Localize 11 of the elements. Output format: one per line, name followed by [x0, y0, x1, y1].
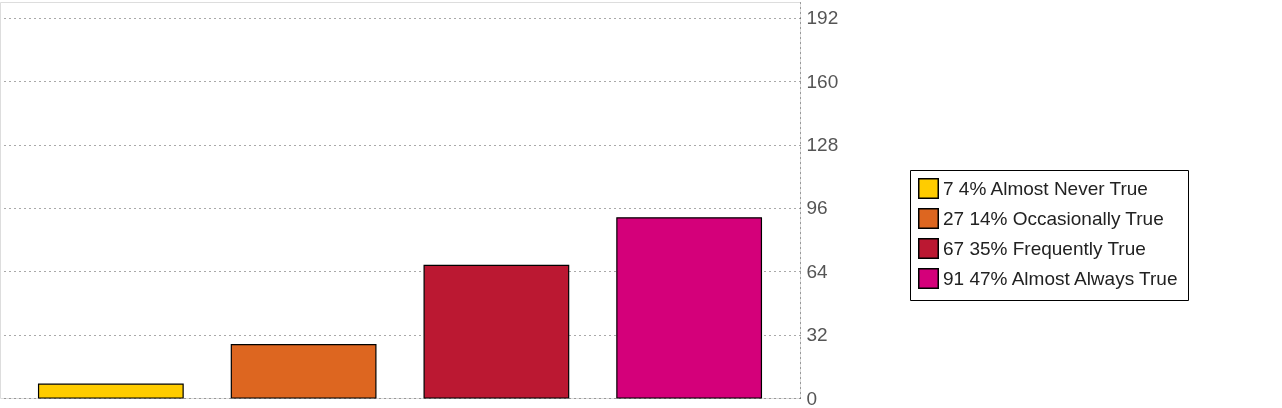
y-tick-label: 128	[806, 134, 839, 156]
legend-label: 7 4% Almost Never True	[943, 177, 1148, 199]
legend-label: 27 14% Occasionally True	[943, 207, 1164, 229]
legend-label: 91 47% Almost Always True	[943, 267, 1178, 289]
y-tick-label: 64	[806, 260, 829, 282]
y-tick-label: 96	[806, 197, 828, 219]
y-tick-label: 0	[806, 387, 818, 408]
legend-label: 67 35% Frequently True	[943, 237, 1146, 259]
y-tick-label: 192	[806, 7, 839, 29]
y-tick-label: 32	[806, 324, 828, 346]
y-tick-label: 160	[806, 70, 839, 92]
